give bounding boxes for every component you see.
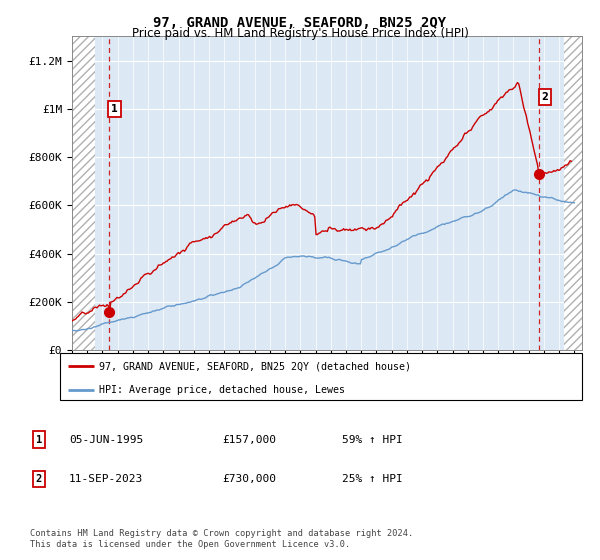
Text: HPI: Average price, detached house, Lewes: HPI: Average price, detached house, Lewe…: [99, 385, 345, 395]
Text: Contains HM Land Registry data © Crown copyright and database right 2024.
This d: Contains HM Land Registry data © Crown c…: [30, 529, 413, 549]
Text: 59% ↑ HPI: 59% ↑ HPI: [342, 435, 403, 445]
Text: £157,000: £157,000: [222, 435, 276, 445]
Text: 25% ↑ HPI: 25% ↑ HPI: [342, 474, 403, 484]
FancyBboxPatch shape: [60, 353, 582, 400]
Text: 97, GRAND AVENUE, SEAFORD, BN25 2QY: 97, GRAND AVENUE, SEAFORD, BN25 2QY: [154, 16, 446, 30]
Text: 2: 2: [542, 92, 548, 102]
Text: 1: 1: [36, 435, 42, 445]
Text: 11-SEP-2023: 11-SEP-2023: [69, 474, 143, 484]
Text: 1: 1: [111, 104, 118, 114]
Text: 97, GRAND AVENUE, SEAFORD, BN25 2QY (detached house): 97, GRAND AVENUE, SEAFORD, BN25 2QY (det…: [99, 361, 411, 371]
Text: 05-JUN-1995: 05-JUN-1995: [69, 435, 143, 445]
Bar: [72, 36, 95, 350]
Text: £730,000: £730,000: [222, 474, 276, 484]
Bar: [564, 36, 582, 350]
Text: 2: 2: [36, 474, 42, 484]
Text: Price paid vs. HM Land Registry's House Price Index (HPI): Price paid vs. HM Land Registry's House …: [131, 27, 469, 40]
